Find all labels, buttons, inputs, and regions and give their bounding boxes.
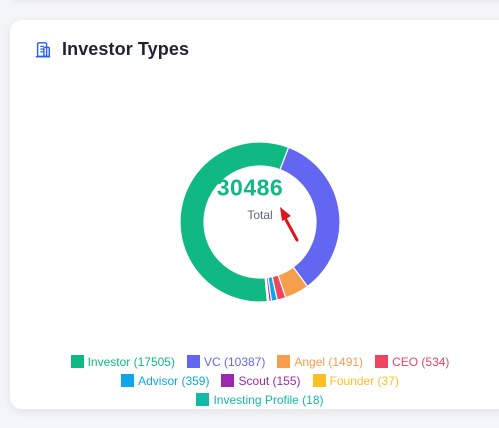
legend-swatch (221, 374, 235, 387)
legend-item[interactable]: Investor (17505) (70, 354, 175, 369)
investor-types-card: Investor Types (10, 20, 499, 409)
legend-row: Investor (17505) VC (10387) Angel (1491) CE… (0, 352, 499, 371)
legend-item[interactable]: Investing Profile (18) (196, 392, 324, 407)
legend-label: Angel (1491) (294, 354, 364, 369)
legend-label: Founder (37) (329, 373, 399, 388)
donut-slice-vc[interactable] (279, 146, 341, 288)
legend-item[interactable]: Angel (1491) (277, 355, 363, 369)
card-header: Investor Types (34, 39, 189, 60)
legend-item[interactable]: Scout (155) (221, 373, 301, 388)
legend-label: Investor (17505) (87, 354, 175, 369)
legend-row: Investing Profile (18) (0, 390, 499, 409)
legend-item[interactable]: CEO (534) (375, 355, 449, 369)
legend-swatch (186, 355, 200, 368)
legend-swatch (121, 374, 135, 387)
total-value: 30486 (216, 174, 284, 201)
legend-swatch (70, 355, 84, 368)
legend-label: CEO (534) (392, 354, 450, 369)
legend-item[interactable]: Founder (37) (312, 373, 399, 388)
donut-slice-investor[interactable] (179, 141, 290, 303)
legend-row: Advisor (359) Scout (155) Founder (37) (0, 371, 499, 390)
legend-item[interactable]: VC (10387) (186, 354, 266, 369)
legend-item[interactable]: Advisor (359) (121, 374, 209, 388)
card-title: Investor Types (62, 39, 190, 59)
legend-swatch (277, 355, 291, 368)
legend-label: Advisor (359) (138, 373, 210, 388)
chart-legend: Investor (17505) VC (10387) Angel (1491) CE… (0, 352, 499, 409)
building-icon (35, 41, 51, 57)
legend-label: VC (10387) (203, 354, 266, 369)
donut-slice-investing-profile[interactable] (264, 277, 269, 303)
legend-swatch (196, 393, 210, 406)
legend-label: Investing Profile (18) (213, 392, 324, 407)
legend-label: Scout (155) (238, 373, 301, 388)
total-label: Total (247, 208, 273, 222)
legend-swatch (375, 355, 389, 368)
legend-swatch (312, 374, 326, 387)
